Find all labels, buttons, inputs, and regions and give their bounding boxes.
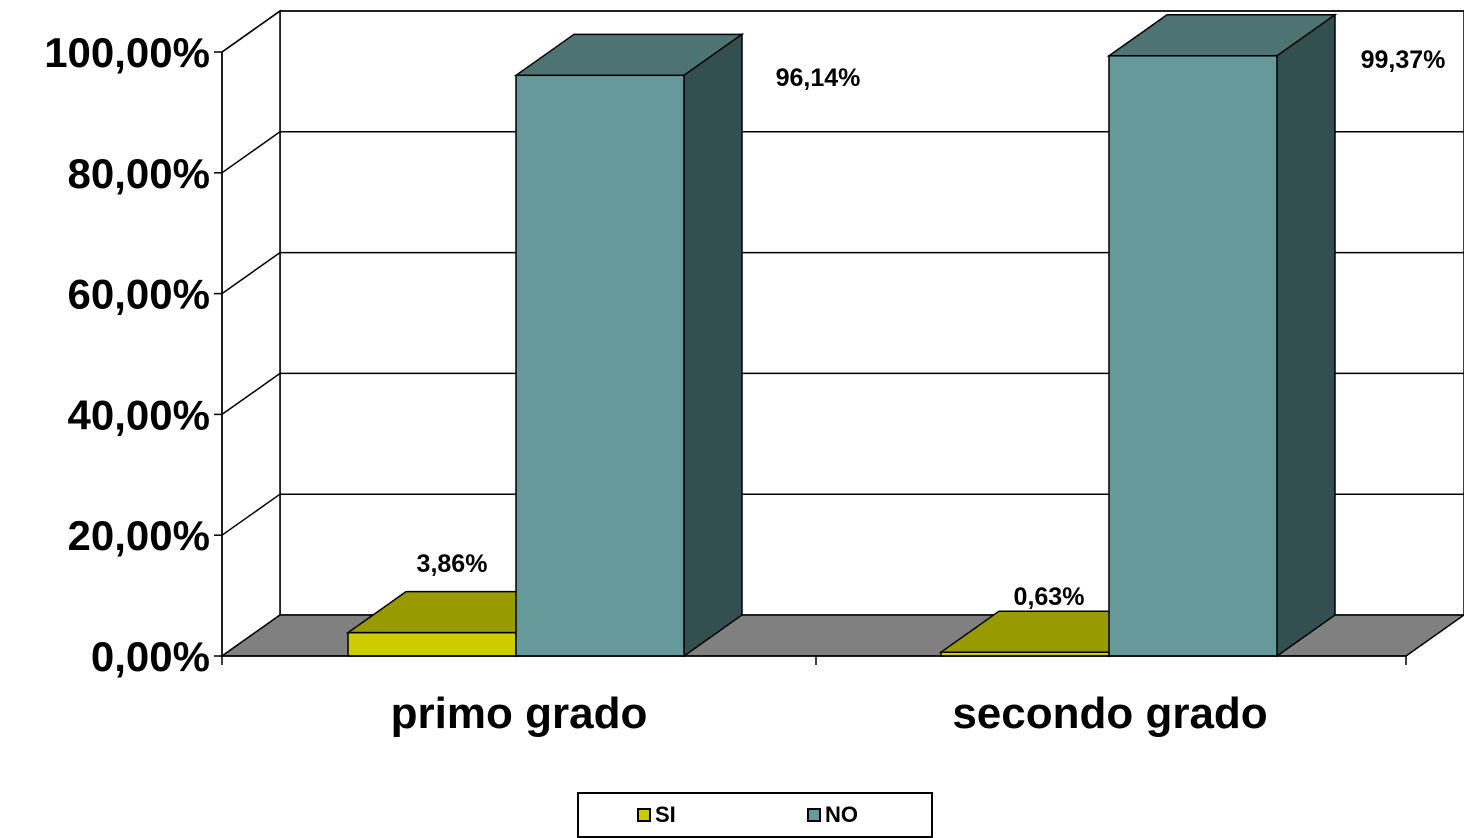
gridline bbox=[221, 372, 1464, 416]
gridline bbox=[221, 10, 1464, 53]
bar-no-0-side bbox=[683, 32, 743, 658]
gridlines bbox=[221, 10, 1464, 536]
data-label-no: 96,14% bbox=[776, 64, 861, 92]
y-tick-label: 100,00% bbox=[44, 29, 210, 76]
y-tick-label: 20,00% bbox=[68, 512, 210, 559]
bar-si-0 bbox=[347, 631, 517, 657]
axes bbox=[214, 51, 1407, 665]
bar-no-1 bbox=[1108, 55, 1278, 657]
bar-chart: 0,00% 20,00% 40,00% 60,00% 80,00% 100,00% prim… bbox=[44, 9, 1464, 738]
side-wall bbox=[221, 9, 281, 658]
labels: 0,00% 20,00% 40,00% 60,00% 80,00% 100,00% prim… bbox=[44, 29, 1445, 738]
legend-swatch-si bbox=[637, 808, 651, 822]
y-tick-label: 40,00% bbox=[68, 391, 210, 438]
y-tick-label: 80,00% bbox=[68, 150, 210, 197]
legend: SI NO bbox=[577, 792, 933, 838]
legend-item-no: NO bbox=[807, 803, 858, 827]
y-tick-label: 60,00% bbox=[68, 271, 210, 318]
y-tick-label: 0,00% bbox=[91, 633, 210, 680]
legend-label-si: SI bbox=[655, 802, 676, 827]
category-label: secondo grado bbox=[952, 689, 1267, 738]
legend-label-no: NO bbox=[825, 802, 858, 827]
data-label-no: 99,37% bbox=[1361, 46, 1446, 74]
gridline bbox=[221, 131, 1464, 174]
legend-item-si: SI bbox=[637, 803, 676, 827]
gridline bbox=[221, 493, 1464, 536]
data-label-si: 0,63% bbox=[1014, 583, 1085, 611]
bar-no-0 bbox=[515, 74, 685, 657]
legend-swatch-no bbox=[807, 808, 821, 822]
category-label: primo grado bbox=[391, 689, 648, 738]
data-label-si: 3,86% bbox=[417, 550, 488, 578]
bar-no-1-side bbox=[1276, 13, 1336, 658]
gridline bbox=[221, 251, 1464, 295]
bars bbox=[345, 13, 1338, 658]
